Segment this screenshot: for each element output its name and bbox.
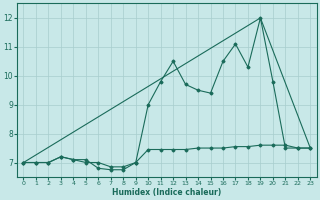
X-axis label: Humidex (Indice chaleur): Humidex (Indice chaleur)	[112, 188, 221, 197]
